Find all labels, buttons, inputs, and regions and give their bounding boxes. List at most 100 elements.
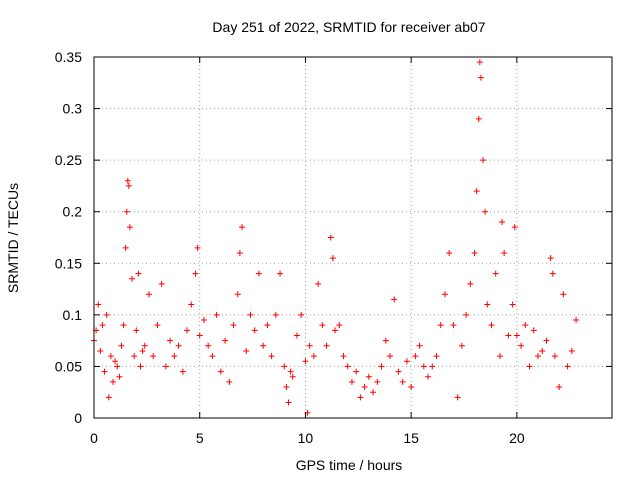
data-point (374, 378, 381, 385)
data-point (171, 353, 178, 360)
data-point (450, 322, 457, 329)
y-tick-label: 0.35 (55, 49, 82, 65)
data-point (484, 301, 491, 308)
data-point (145, 291, 152, 298)
data-point (509, 301, 516, 308)
data-point (217, 368, 224, 375)
data-point (327, 234, 334, 241)
data-point (420, 363, 427, 370)
data-point (226, 378, 233, 385)
data-point (95, 301, 102, 308)
data-point (139, 347, 146, 354)
data-point (573, 317, 580, 324)
y-tick-label: 0.25 (55, 152, 82, 168)
data-point (382, 337, 389, 344)
data-point (192, 270, 199, 277)
data-point (194, 244, 201, 251)
data-point (196, 332, 203, 339)
data-point (184, 327, 191, 334)
data-point (120, 322, 127, 329)
data-point (293, 332, 300, 339)
data-point (408, 384, 415, 391)
data-point (505, 332, 512, 339)
data-point (365, 373, 372, 380)
data-point (135, 270, 142, 277)
data-point (357, 394, 364, 401)
x-tick-label: 10 (298, 430, 314, 446)
data-point (107, 353, 114, 360)
data-point (353, 368, 360, 375)
data-point (361, 384, 368, 391)
y-tick-label: 0.1 (63, 307, 83, 323)
data-point (513, 332, 520, 339)
data-point (167, 337, 174, 344)
y-axis-label: SRMTID / TECUs (5, 183, 21, 293)
data-point (141, 342, 148, 349)
data-point (310, 353, 317, 360)
data-point (236, 249, 243, 256)
data-point (264, 322, 271, 329)
data-point (222, 337, 229, 344)
data-point (101, 368, 108, 375)
data-point (568, 347, 575, 354)
data-point (416, 342, 423, 349)
data-point (175, 342, 182, 349)
data-point (118, 342, 125, 349)
data-point (433, 353, 440, 360)
x-tick-label: 0 (90, 430, 98, 446)
data-point (499, 219, 506, 226)
data-point (403, 358, 410, 365)
data-point (399, 378, 406, 385)
data-point (348, 378, 355, 385)
axis-ticks: 0 0.05 0.1 0.15 0.2 0.25 0.3 0.35 0 5 10 15 20 (55, 49, 612, 446)
data-point (549, 270, 556, 277)
data-point (477, 74, 484, 81)
y-tick-label: 0.3 (63, 101, 83, 117)
data-point (471, 249, 478, 256)
data-point (260, 342, 267, 349)
data-point (133, 327, 140, 334)
data-point (239, 224, 245, 231)
data-point (205, 342, 212, 349)
data-point (268, 353, 275, 360)
y-tick-label: 0.15 (55, 255, 82, 271)
data-point (289, 373, 296, 380)
data-point (110, 378, 117, 385)
data-point (158, 280, 165, 287)
x-axis-label: GPS time / hours (296, 457, 403, 473)
data-point (340, 353, 347, 360)
data-point (277, 270, 284, 277)
data-point (154, 322, 161, 329)
data-point (287, 368, 294, 375)
data-point (395, 368, 402, 375)
data-point (556, 384, 563, 391)
data-point (255, 270, 262, 277)
data-point (234, 291, 241, 298)
data-point (475, 115, 482, 122)
y-tick-label: 0.05 (55, 358, 82, 374)
data-point (378, 363, 385, 370)
data-point (129, 275, 136, 282)
data-point (112, 358, 119, 365)
x-tick-label: 20 (509, 430, 525, 446)
data-point (492, 270, 499, 277)
data-point (526, 363, 533, 370)
data-point (99, 322, 106, 329)
data-point (467, 280, 474, 287)
data-point (150, 353, 157, 360)
data-point (547, 255, 554, 262)
data-point (105, 394, 112, 401)
data-point (463, 311, 470, 318)
data-point (306, 342, 313, 349)
plot-frame (93, 56, 613, 419)
data-point (323, 342, 330, 349)
x-tick-label: 15 (403, 430, 419, 446)
data-point (123, 208, 130, 215)
data-point (122, 244, 129, 251)
data-point (329, 255, 336, 262)
data-point (543, 337, 550, 344)
data-point (425, 373, 432, 380)
data-point (251, 327, 258, 334)
data-point (539, 347, 546, 354)
